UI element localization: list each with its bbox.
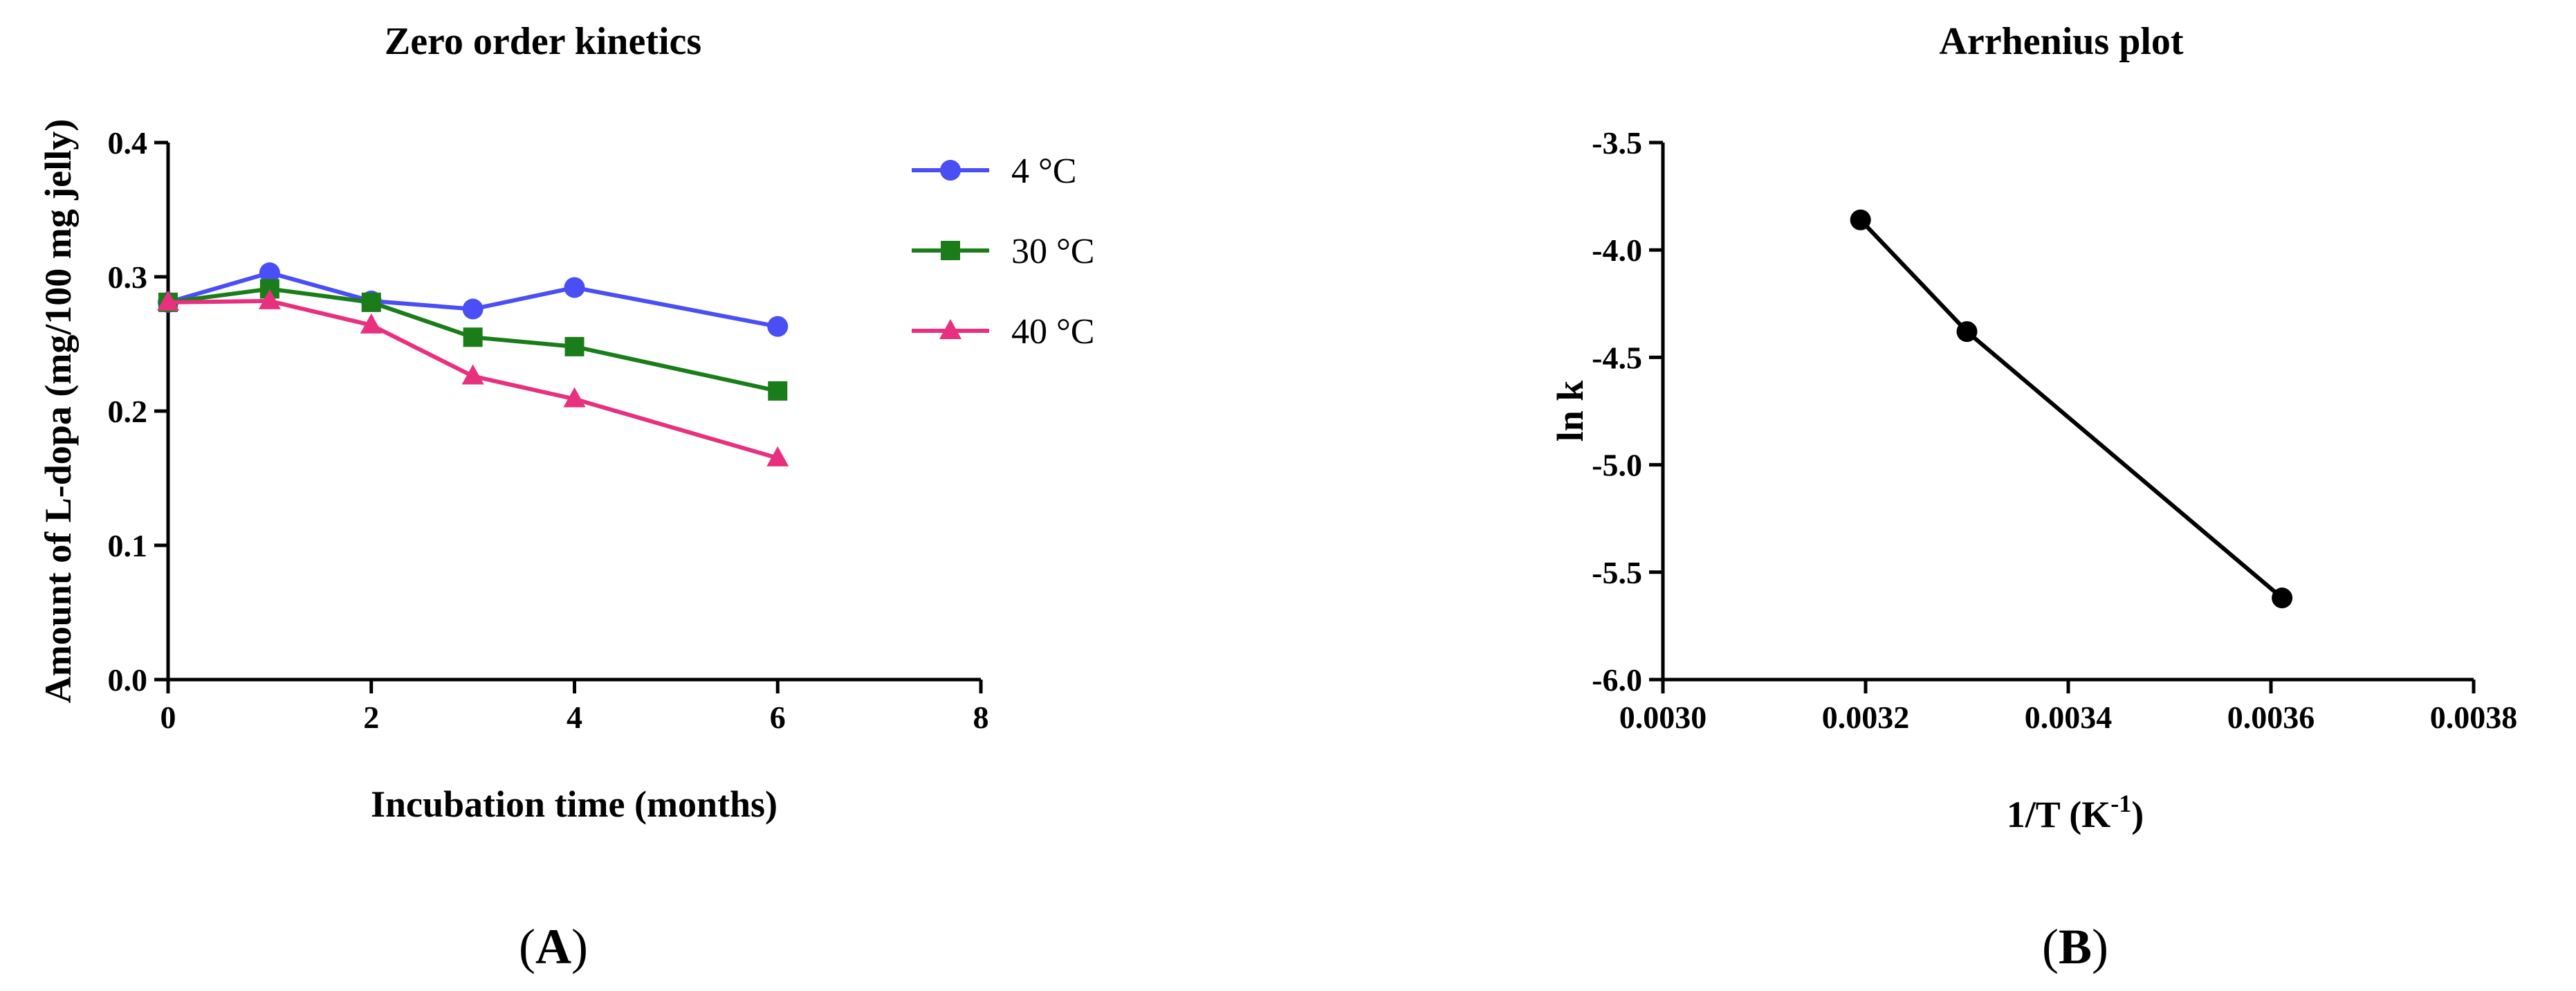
chart-a-title: Zero order kinetics <box>385 20 701 63</box>
chartA-data-point <box>767 316 789 337</box>
chartA-data-point <box>768 381 788 401</box>
chartA-y-tick-label: 0.3 <box>108 260 148 295</box>
chartA-data-point <box>462 298 484 320</box>
chartB-y-tick-label: -4.0 <box>1592 233 1642 268</box>
chart-b-series <box>1850 209 2293 609</box>
chart-b-x-ticks: 0.0030 0.0032 0.0034 0.0036 0.0038 <box>1619 680 2518 735</box>
legend-label: 40 °C <box>1011 312 1094 352</box>
legend-marker <box>939 319 962 339</box>
chartA-series-2 <box>157 289 789 466</box>
chart-a-x-axis-label: Incubation time (months) <box>371 783 778 825</box>
chartB-y-tick-label: -3.5 <box>1592 125 1642 161</box>
chartB-x-tick-label: 0.0038 <box>2430 700 2518 735</box>
chartB-x-tick-label: 0.0030 <box>1619 700 1707 735</box>
chart-b-y-ticks: -6.0 -5.5 -5.0 -4.5 -4.0 -3.5 <box>1592 125 1663 698</box>
chart-zero-order-kinetics: Zero order kinetics 0.0 0.1 0.2 0.3 0.4 0 2 4 6… <box>37 20 1094 974</box>
chartA-series-line <box>167 271 778 329</box>
chart-a-y-ticks: 0.0 0.1 0.2 0.3 0.4 <box>108 125 168 698</box>
chartB-x-tick-label: 0.0036 <box>2227 700 2315 735</box>
chartB-x-tick-label: 0.0032 <box>1822 700 1910 735</box>
legend-label: 30 °C <box>1011 232 1094 271</box>
chartA-x-tick-label: 6 <box>770 700 786 735</box>
chartA-data-point <box>360 313 383 334</box>
panel-label-b: (B) <box>2042 919 2108 974</box>
chartA-x-tick-label: 2 <box>363 700 379 735</box>
chartA-y-tick-label: 0.4 <box>108 125 148 161</box>
chart-arrhenius-plot: Arrhenius plot -6.0-5.5-5.0-4.5-4.0-3.5 … <box>1549 20 2517 974</box>
chartB-data-point <box>1956 321 1978 343</box>
chartA-y-tick-label: 0.0 <box>108 662 148 698</box>
chartA-data-point <box>463 327 483 347</box>
chartA-data-point <box>258 289 281 309</box>
chartA-data-point <box>564 336 585 356</box>
chartA-y-tick-label: 0.2 <box>108 394 148 429</box>
chartA-data-point <box>563 387 586 408</box>
chart-a-y-axis-label: Amount of L-dopa (mg/100 mg jelly) <box>37 119 79 703</box>
legend-item: 40 °C <box>912 312 1094 352</box>
chartA-x-tick-label: 8 <box>973 700 989 735</box>
chartA-x-tick-label: 0 <box>160 700 176 735</box>
legend-item: 30 °C <box>912 232 1094 271</box>
chartA-y-tick-label: 0.1 <box>108 528 148 563</box>
chartA-series-line <box>167 298 779 460</box>
chartA-data-point <box>766 446 789 466</box>
chartB-y-tick-label: -6.0 <box>1592 662 1642 698</box>
chartB-y-tick-label: -5.0 <box>1592 448 1642 483</box>
legend-marker <box>940 160 961 181</box>
chartB-y-tick-label: -5.5 <box>1592 555 1642 590</box>
chartA-data-point <box>461 364 484 385</box>
chart-b-title: Arrhenius plot <box>1939 20 2183 63</box>
chart-b-y-axis-label: ln k <box>1549 381 1591 442</box>
chart-a-legend: 4 °C 30 °C 40 °C <box>912 152 1094 352</box>
chartB-y-tick-label: -4.5 <box>1592 340 1642 375</box>
legend-item: 4 °C <box>912 152 1076 191</box>
chartB-series-0 <box>1850 209 2293 609</box>
chartA-data-point <box>259 262 280 284</box>
chart-a-series <box>157 262 789 466</box>
chartB-data-point <box>1850 209 1871 230</box>
panel-label-a: (A) <box>519 919 588 974</box>
chartA-data-point <box>564 277 585 298</box>
chartB-series-line <box>1859 218 2284 600</box>
chartA-data-point <box>157 290 179 311</box>
chartA-data-point <box>361 292 381 312</box>
chartA-series-line <box>167 287 778 393</box>
legend-label: 4 °C <box>1011 152 1076 191</box>
chartA-x-tick-label: 4 <box>567 700 582 735</box>
legend-marker <box>941 241 960 260</box>
chart-b-x-axis-label: 1/T (K-1) <box>2007 790 2144 835</box>
chart-a-x-ticks: 0 2 4 6 8 <box>160 680 989 735</box>
chartB-data-point <box>2272 588 2293 609</box>
chartB-x-tick-label: 0.0034 <box>2025 700 2113 735</box>
